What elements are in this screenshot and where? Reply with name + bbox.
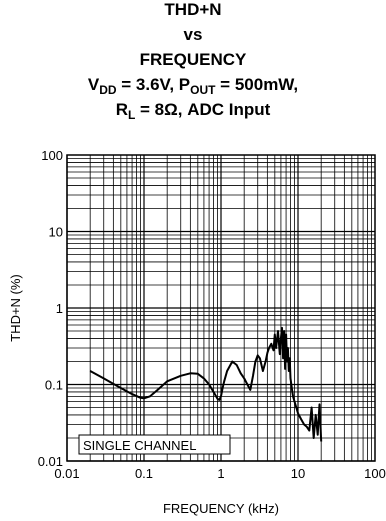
x-tick-label: 0.01 — [54, 466, 79, 481]
y-tick-label: 0.01 — [38, 454, 63, 469]
x-tick-label: 10 — [291, 466, 305, 481]
x-axis-label: FREQUENCY (kHz) — [163, 501, 279, 516]
title-line-5: RL = 8Ω, ADC Input — [0, 100, 386, 122]
plot-frame — [66, 154, 376, 462]
y-axis-label: THD+N (%) — [8, 274, 23, 342]
y-tick-labels: 0.01 0.1 1 10 100 — [38, 148, 63, 469]
title-l4-part-3: OUT — [190, 83, 216, 97]
title-line-2: vs — [183, 25, 203, 44]
legend-box-frame — [78, 434, 231, 455]
legend-box: SINGLE CHANNEL — [78, 434, 231, 455]
x-tick-labels: 0.01 0.1 1 10 100 — [54, 466, 386, 481]
y-tick-label: 0.1 — [45, 378, 63, 393]
y-tick-label: 10 — [49, 225, 63, 240]
legend-box-text: SINGLE CHANNEL — [83, 438, 196, 453]
y-tick-label: 100 — [41, 148, 63, 163]
title-l4-part-1: DD — [99, 83, 117, 97]
title-l5-part-2: = 8Ω, ADC Input — [135, 100, 271, 119]
title-line-3: FREQUENCY — [139, 50, 247, 69]
title-line-1: THD+N — [164, 0, 222, 19]
x-tick-label: 0.1 — [135, 466, 153, 481]
title-l4-part-4: = 500mW, — [215, 75, 299, 94]
series-line-0 — [89, 326, 323, 442]
title-l4-part-2: = 3.6V, P — [116, 75, 191, 94]
title-l5-part-0: R — [115, 100, 128, 119]
series-layer — [89, 326, 323, 442]
title-line-4: VDD = 3.6V, POUT = 500mW, — [0, 75, 386, 97]
y-tick-label: 1 — [56, 301, 63, 316]
x-tick-label: 1 — [217, 466, 224, 481]
title-l4-part-0: V — [87, 75, 100, 94]
title-l5-part-1: L — [127, 108, 136, 122]
x-tick-label: 100 — [364, 466, 386, 481]
